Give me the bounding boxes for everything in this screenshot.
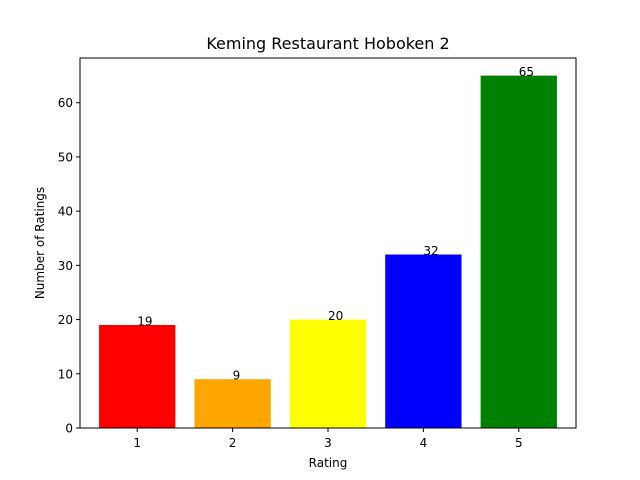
bar-3 — [289, 319, 367, 428]
data-label-1: 19 — [137, 314, 152, 328]
x-tick-label-5: 5 — [515, 436, 523, 450]
data-label-4: 32 — [423, 244, 438, 258]
bars-group: 19 9 20 32 65 — [99, 65, 557, 428]
data-label-3: 20 — [328, 309, 343, 323]
y-tick-label-0: 0 — [65, 422, 73, 436]
x-tick-label-2: 2 — [229, 436, 237, 450]
y-tick-label-20: 20 — [58, 313, 73, 327]
y-tick-label-10: 10 — [58, 367, 73, 381]
data-label-2: 9 — [233, 369, 241, 383]
y-tick-label-40: 40 — [58, 205, 73, 219]
x-tick-label-4: 4 — [420, 436, 428, 450]
y-axis-label: Number of Ratings — [33, 187, 47, 299]
bar-2 — [194, 379, 271, 428]
y-tick-label-50: 50 — [58, 150, 73, 164]
x-tick-label-3: 3 — [324, 436, 332, 450]
y-tick-label-30: 30 — [58, 259, 73, 273]
data-label-5: 65 — [519, 65, 534, 79]
chart-title: Keming Restaurant Hoboken 2 — [206, 34, 449, 53]
x-axis-label: Rating — [309, 456, 348, 470]
bar-5 — [480, 75, 557, 428]
plot-frame — [79, 57, 577, 429]
y-tick-label-60: 60 — [58, 96, 73, 110]
x-tick-label-1: 1 — [133, 436, 141, 450]
bar-1 — [99, 324, 176, 428]
bar-4 — [385, 254, 462, 428]
